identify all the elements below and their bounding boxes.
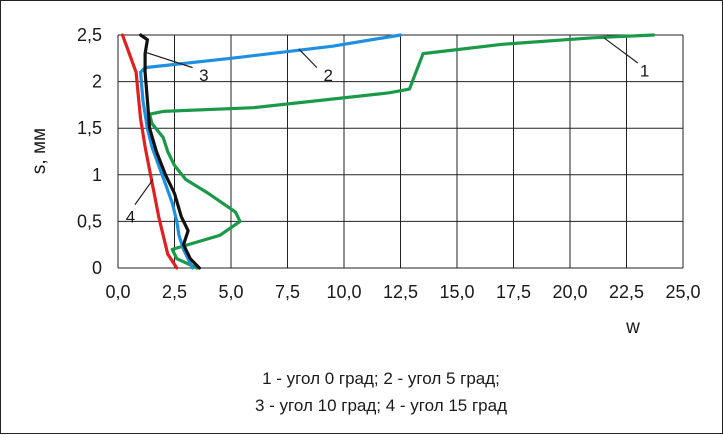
x-axis-label: w — [625, 317, 640, 338]
callout-leader-1 — [603, 37, 639, 64]
callout-leader-3 — [143, 51, 193, 69]
x-tick-label: 15,0 — [439, 282, 474, 302]
series-label-3: 3 — [199, 66, 208, 85]
ticks: 0,0 2,5 5,0 7,5 10,0 12,5 15,0 17,5 20,0 22,5 25,0… — [77, 25, 701, 302]
series-line-3 — [139, 33, 201, 270]
series-label-1: 1 — [640, 61, 649, 80]
x-tick-label: 20,0 — [552, 282, 587, 302]
x-tick-label: 25,0 — [665, 282, 700, 302]
x-tick-label: 2,5 — [162, 282, 187, 302]
x-tick-label: 12,5 — [383, 282, 418, 302]
series-line-4 — [120, 33, 179, 270]
x-tick-label: 10,0 — [326, 282, 361, 302]
y-tick-label: 1,5 — [77, 118, 102, 138]
x-tick-label: 22,5 — [609, 282, 644, 302]
x-tick-label: 5,0 — [218, 282, 243, 302]
series-label-2: 2 — [323, 66, 332, 85]
y-tick-label: 1 — [92, 165, 102, 185]
y-tick-label: 2 — [92, 72, 102, 92]
y-axis-label: s, мм — [29, 128, 50, 174]
series-label-4: 4 — [126, 208, 135, 227]
legend-line-1: 1 - угол 0 град; 2 - угол 5 град; — [262, 369, 500, 388]
series-callouts: 1 2 3 4 — [126, 37, 649, 227]
series-layer — [120, 33, 656, 270]
x-tick-label: 0,0 — [105, 282, 130, 302]
callout-leader-2 — [298, 48, 318, 69]
x-tick-label: 17,5 — [496, 282, 531, 302]
y-tick-label: 0,5 — [77, 211, 102, 231]
legend-line-2: 3 - угол 10 град; 4 - угол 15 град — [255, 396, 507, 415]
y-tick-label: 2,5 — [77, 25, 102, 45]
callout-leader-4 — [134, 179, 154, 205]
x-tick-label: 7,5 — [275, 282, 300, 302]
y-tick-label: 0 — [92, 258, 102, 278]
series-line-1 — [148, 33, 656, 270]
series-line-2 — [139, 33, 403, 270]
